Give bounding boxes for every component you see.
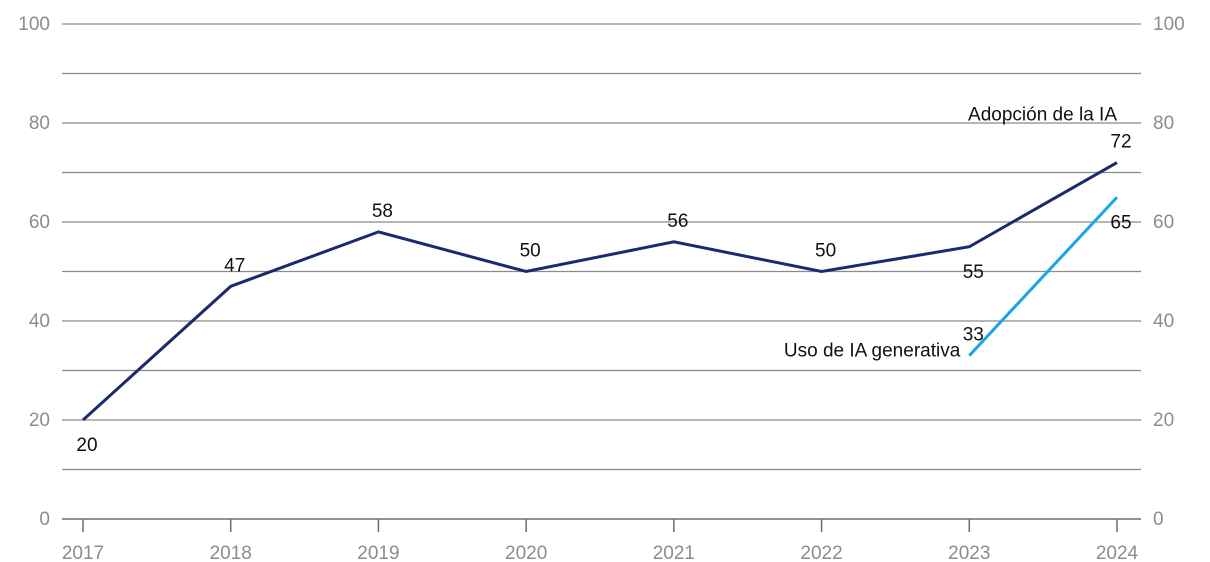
data-label: 47 bbox=[224, 255, 245, 276]
x-tick-label: 2021 bbox=[653, 543, 695, 562]
y-tick-label-right: 0 bbox=[1153, 509, 1164, 530]
x-tick-label: 2020 bbox=[505, 543, 547, 562]
x-tick-label: 2024 bbox=[1096, 543, 1139, 562]
y-tick-label-left: 0 bbox=[39, 509, 50, 530]
x-tick-label: 2018 bbox=[210, 543, 252, 562]
data-label: 65 bbox=[1110, 212, 1131, 233]
y-tick-label-right: 40 bbox=[1153, 311, 1174, 332]
series-line-ai-adoption bbox=[81, 161, 1118, 422]
y-tick-label-left: 60 bbox=[29, 212, 50, 233]
data-label: 72 bbox=[1110, 132, 1131, 153]
y-tick-label-left: 80 bbox=[29, 113, 50, 134]
series-line-genai-use bbox=[968, 196, 1119, 357]
data-label: 20 bbox=[76, 435, 97, 456]
y-tick-label-right: 80 bbox=[1153, 113, 1174, 134]
series-label-ai-adoption: Adopción de la IA bbox=[968, 105, 1117, 126]
y-tick-label-right: 100 bbox=[1153, 14, 1185, 35]
data-label: 56 bbox=[667, 211, 688, 232]
x-tick-label: 2017 bbox=[62, 543, 104, 562]
x-tick-label: 2019 bbox=[357, 543, 399, 562]
data-label: 58 bbox=[372, 201, 393, 222]
y-tick-label-left: 40 bbox=[29, 311, 50, 332]
series-layer bbox=[81, 161, 1119, 422]
data-label: 33 bbox=[963, 325, 984, 346]
y-tick-label-left: 100 bbox=[18, 14, 50, 35]
data-label: 55 bbox=[963, 262, 984, 283]
y-tick-label-right: 60 bbox=[1153, 212, 1174, 233]
y-tick-label-left: 20 bbox=[29, 410, 50, 431]
y-tick-label-right: 20 bbox=[1153, 410, 1174, 431]
series-label-genai-use: Uso de IA generativa bbox=[784, 341, 961, 362]
data-label: 50 bbox=[815, 241, 836, 262]
grid-layer bbox=[62, 23, 1141, 471]
data-label: 50 bbox=[520, 241, 541, 262]
x-tick-label: 2023 bbox=[948, 543, 990, 562]
x-tick-label: 2022 bbox=[800, 543, 842, 562]
label-layer: 20 47 58 50 56 50 55 72 33 65 Adopción de la IA Uso… bbox=[76, 105, 1131, 456]
